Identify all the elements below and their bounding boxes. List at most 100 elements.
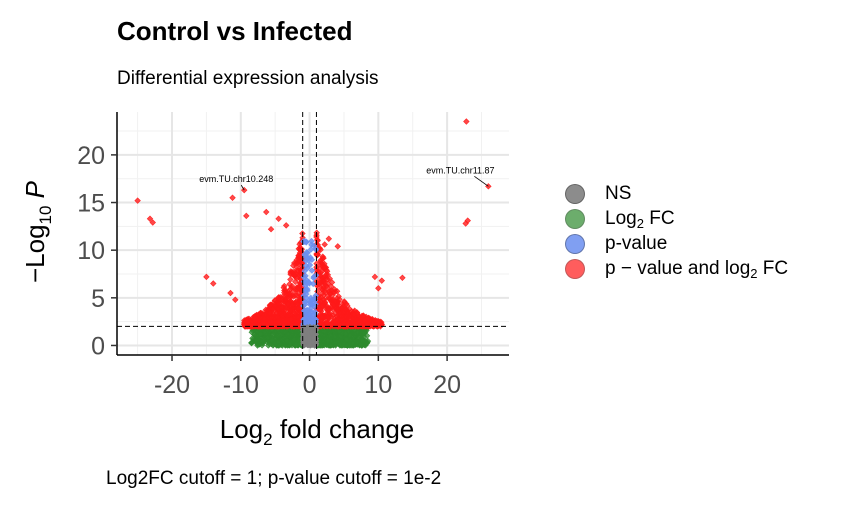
point-pvalue-and-log2fc (279, 312, 286, 320)
x-tick-label: -10 (223, 371, 259, 399)
point-outlier (243, 212, 250, 220)
axes (116, 112, 509, 356)
annotations: evm.TU.chr10.248 evm.TU.chr11.87 (199, 165, 495, 191)
point-pvalue (302, 262, 310, 270)
point-pvalue-and-log2fc (292, 278, 299, 286)
point-pvalue-and-log2fc (287, 316, 295, 323)
point-pvalue-and-log2fc (268, 319, 275, 327)
outlier-points (134, 118, 492, 303)
point-outlier (263, 208, 270, 216)
x-tick-label: 10 (364, 371, 392, 399)
point-pvalue-and-log2fc (321, 298, 329, 306)
point-log2fc (284, 331, 291, 338)
point-pvalue-and-log2fc (373, 317, 380, 325)
x-tick-label: 0 (303, 371, 317, 399)
point-pvalue-and-log2fc (280, 320, 288, 328)
point-pvalue-and-log2fc (251, 314, 259, 322)
legend-item-log2fc: Log2 FC (565, 206, 788, 231)
point-pvalue-and-log2fc (282, 295, 289, 303)
legend-label-pvalue: p-value (605, 232, 668, 254)
point-outlier (462, 220, 469, 227)
point-outlier (134, 197, 141, 204)
point-outlier (229, 194, 236, 201)
point-pvalue-and-log2fc (266, 309, 274, 317)
point-outlier (267, 225, 275, 233)
legend: NS Log2 FC p-value p − value and log2 FC (565, 181, 788, 281)
point-log2fc (268, 337, 276, 344)
point-pvalue-and-log2fc (364, 315, 371, 322)
y-tick-label: 10 (77, 237, 105, 265)
y-tick-label: 5 (91, 285, 105, 313)
point-ns (309, 329, 316, 336)
point-pvalue-and-log2fc (325, 305, 332, 313)
point-outlier (463, 118, 470, 125)
point-pvalue (305, 279, 313, 286)
point-log2fc (292, 341, 300, 349)
point-pvalue-and-log2fc (325, 314, 332, 322)
point-pvalue-and-log2fc (321, 263, 329, 271)
point-pvalue-and-log2fc (318, 259, 325, 267)
point-outlier (227, 289, 234, 297)
x-tick-label: -20 (154, 371, 190, 399)
point-log2fc (274, 332, 281, 339)
point-log2fc (248, 328, 256, 336)
point-log2fc (321, 328, 328, 335)
point-pvalue-and-log2fc (322, 272, 329, 280)
point-outlier (378, 277, 385, 284)
point-pvalue (301, 252, 308, 260)
y-tick-label: 20 (77, 142, 105, 170)
point-log2fc (327, 342, 335, 349)
legend-item-pvalue-and-log2fc: p − value and log2 FC (565, 256, 788, 281)
point-pvalue-and-log2fc (291, 259, 298, 267)
legend-key-pvalue (565, 233, 585, 254)
point-outlier (232, 296, 239, 303)
point-pvalue-and-log2fc (318, 268, 326, 275)
point-log2fc (256, 331, 264, 338)
point-pvalue-and-log2fc (377, 323, 384, 330)
point-outlier (203, 273, 210, 281)
point-log2fc (275, 338, 282, 346)
annotation-label: evm.TU.chr10.248 (199, 174, 273, 184)
x-axis-label: Log2 fold change (220, 414, 415, 449)
legend-item-ns: NS (565, 181, 788, 206)
y-tick-label: 15 (77, 190, 105, 218)
point-pvalue-and-log2fc (342, 306, 349, 313)
point-pvalue-and-log2fc (369, 321, 377, 328)
point-outlier (275, 215, 282, 222)
point-log2fc (252, 337, 260, 345)
point-pvalue-and-log2fc (295, 314, 302, 321)
point-pvalue (302, 282, 309, 290)
tick-labels: -20 -10 0 10 20 0 5 10 15 20 (77, 142, 461, 399)
point-pvalue-and-log2fc (319, 253, 326, 260)
point-pvalue-and-log2fc (289, 301, 296, 309)
point-pvalue-and-log2fc (275, 305, 282, 313)
legend-label-ns: NS (605, 182, 632, 204)
point-outlier (210, 280, 217, 287)
annotation-label: evm.TU.chr11.87 (426, 165, 494, 175)
point-log2fc (266, 340, 273, 348)
point-log2fc (283, 337, 291, 344)
annotation-connector (474, 176, 489, 187)
legend-item-pvalue: p-value (565, 231, 788, 256)
point-outlier (282, 222, 290, 229)
point-pvalue-and-log2fc (333, 288, 341, 295)
point-log2fc (270, 331, 278, 338)
point-pvalue-and-log2fc (323, 268, 331, 275)
point-log2fc (336, 341, 343, 348)
point-log2fc (350, 333, 357, 341)
point-pvalue-and-log2fc (326, 290, 334, 297)
legend-label-log2fc: Log2 FC (605, 207, 675, 231)
point-pvalue (307, 246, 315, 253)
point-pvalue-and-log2fc (326, 275, 333, 282)
point-ns (305, 325, 313, 332)
point-log2fc (248, 339, 255, 347)
point-outlier (321, 241, 328, 248)
point-pvalue (308, 267, 316, 274)
point-pvalue-and-log2fc (294, 300, 302, 308)
point-log2fc (360, 330, 368, 337)
point-pvalue-and-log2fc (286, 281, 293, 288)
point-log2fc (364, 337, 372, 345)
point-pvalue-and-log2fc (267, 301, 275, 308)
y-axis-label: −Log10 P (20, 180, 55, 283)
